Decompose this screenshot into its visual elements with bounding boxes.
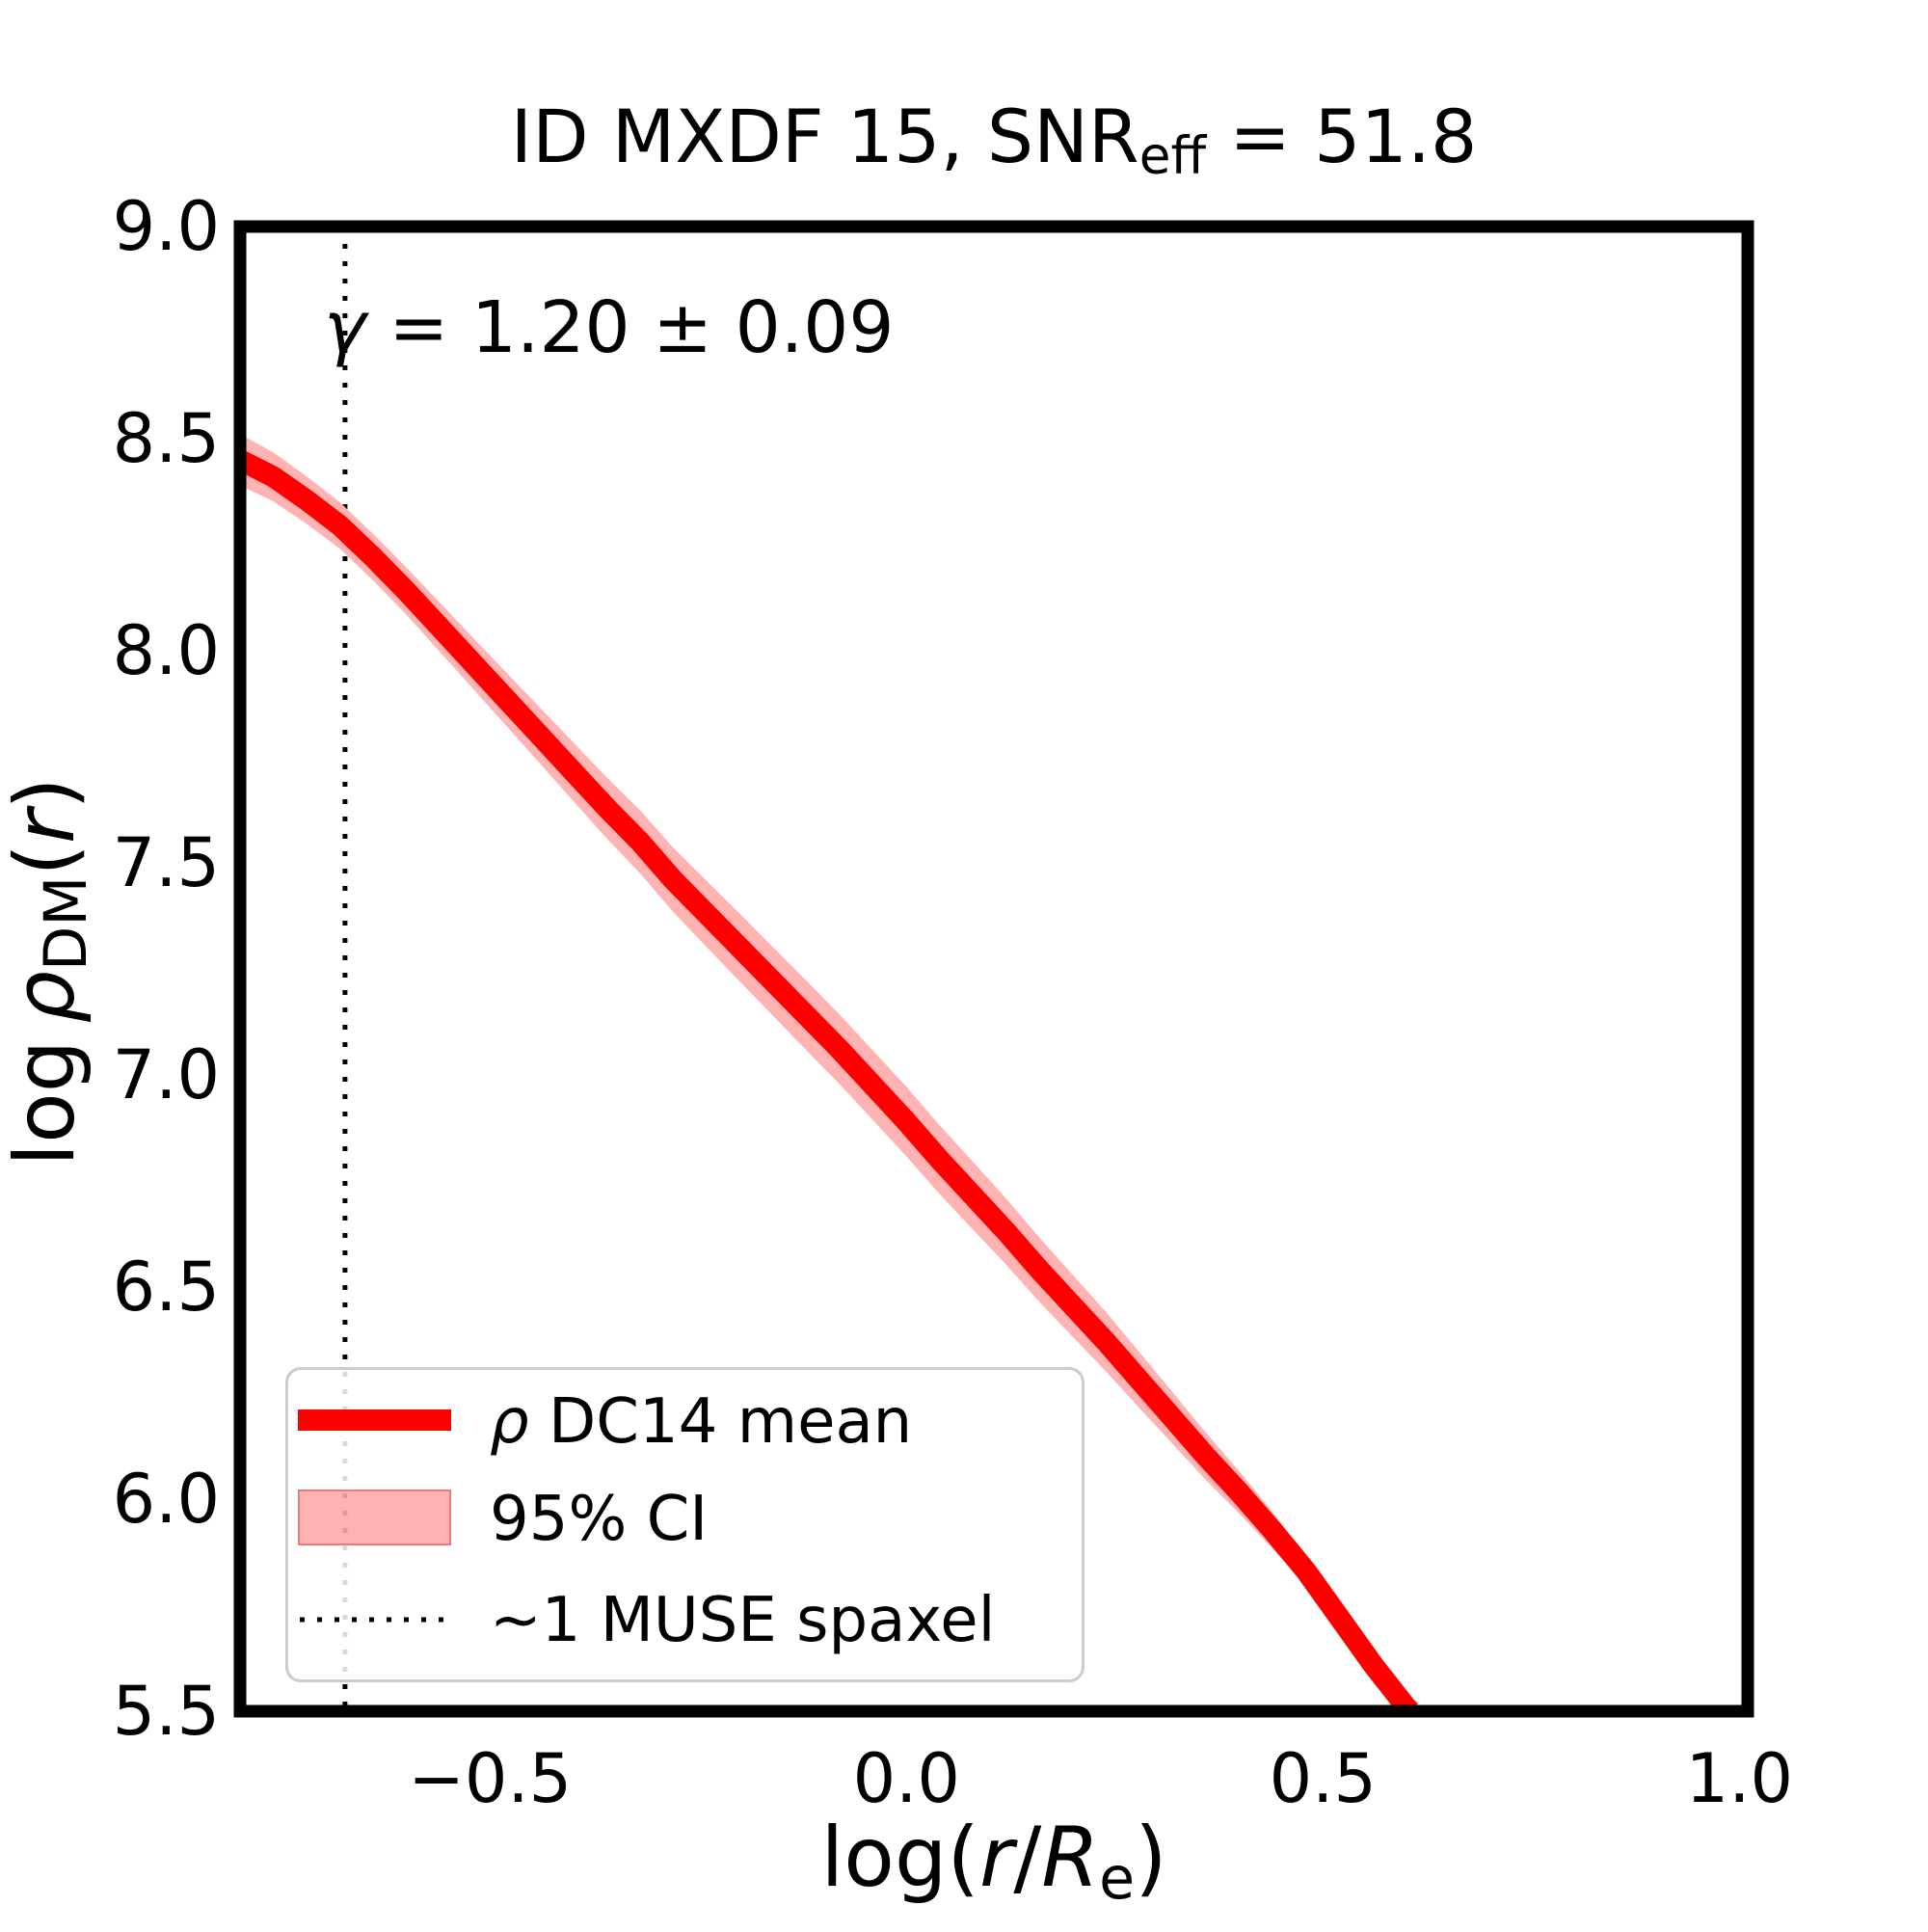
y-tick-label: 8.0 bbox=[112, 611, 220, 690]
title-text: ID MXDF 15, SNR bbox=[510, 94, 1139, 179]
legend-box: ρ DC14 mean 95% CI ~1 MUSE spaxel bbox=[285, 1367, 1084, 1682]
y-tick-label: 9.0 bbox=[112, 187, 220, 266]
y-tick-label: 6.0 bbox=[112, 1460, 220, 1539]
mean-density-line bbox=[240, 450, 1418, 1711]
title-suffix: = 51.8 bbox=[1206, 94, 1478, 179]
legend-label-dc14: ρ DC14 mean bbox=[490, 1386, 913, 1458]
chart-title: ID MXDF 15, SNReff = 51.8 bbox=[240, 93, 1748, 201]
y-tick-label: 7.0 bbox=[112, 1035, 220, 1114]
x-tick-label: 1.0 bbox=[1685, 1739, 1793, 1818]
legend-rho-symbol: ρ bbox=[490, 1386, 529, 1458]
gamma-annotation: γ = 1.20 ± 0.09 bbox=[324, 287, 894, 368]
legend-label-spaxel: ~1 MUSE spaxel bbox=[490, 1585, 996, 1656]
ylabel-close-paren: ) bbox=[0, 777, 94, 810]
confidence-band bbox=[240, 434, 1410, 1711]
x-tick-label: 0.5 bbox=[1269, 1739, 1377, 1818]
xlabel-sub-e: e bbox=[1099, 1845, 1136, 1914]
y-tick-label: 7.5 bbox=[112, 823, 220, 902]
plot-frame bbox=[233, 220, 1754, 1718]
y-tick-label: 6.5 bbox=[112, 1248, 220, 1327]
xlabel-log: log( bbox=[820, 1810, 979, 1906]
x-tick-label: 0.0 bbox=[852, 1739, 960, 1818]
xlabel-close: ) bbox=[1135, 1810, 1167, 1906]
gamma-value: = 1.20 ± 0.09 bbox=[365, 286, 895, 369]
legend-red-line-swatch bbox=[298, 1409, 451, 1431]
y-tick-label: 8.5 bbox=[112, 399, 220, 478]
x-axis-label: log(r/Re) bbox=[240, 1805, 1748, 1932]
legend-ci-patch-swatch bbox=[298, 1489, 451, 1545]
y-tick-label: 5.5 bbox=[112, 1672, 220, 1751]
ylabel-rho: ρ bbox=[0, 970, 94, 1024]
legend-dotted-line-swatch bbox=[300, 1617, 450, 1623]
title-subscript: eff bbox=[1138, 125, 1207, 186]
gamma-symbol: γ bbox=[324, 286, 366, 369]
xlabel-R: R bbox=[1041, 1810, 1100, 1906]
xlabel-slash: / bbox=[1013, 1810, 1042, 1906]
legend-label-ci: 95% CI bbox=[490, 1484, 709, 1555]
x-tick-label: −0.5 bbox=[408, 1739, 573, 1818]
xlabel-r: r bbox=[978, 1810, 1014, 1906]
